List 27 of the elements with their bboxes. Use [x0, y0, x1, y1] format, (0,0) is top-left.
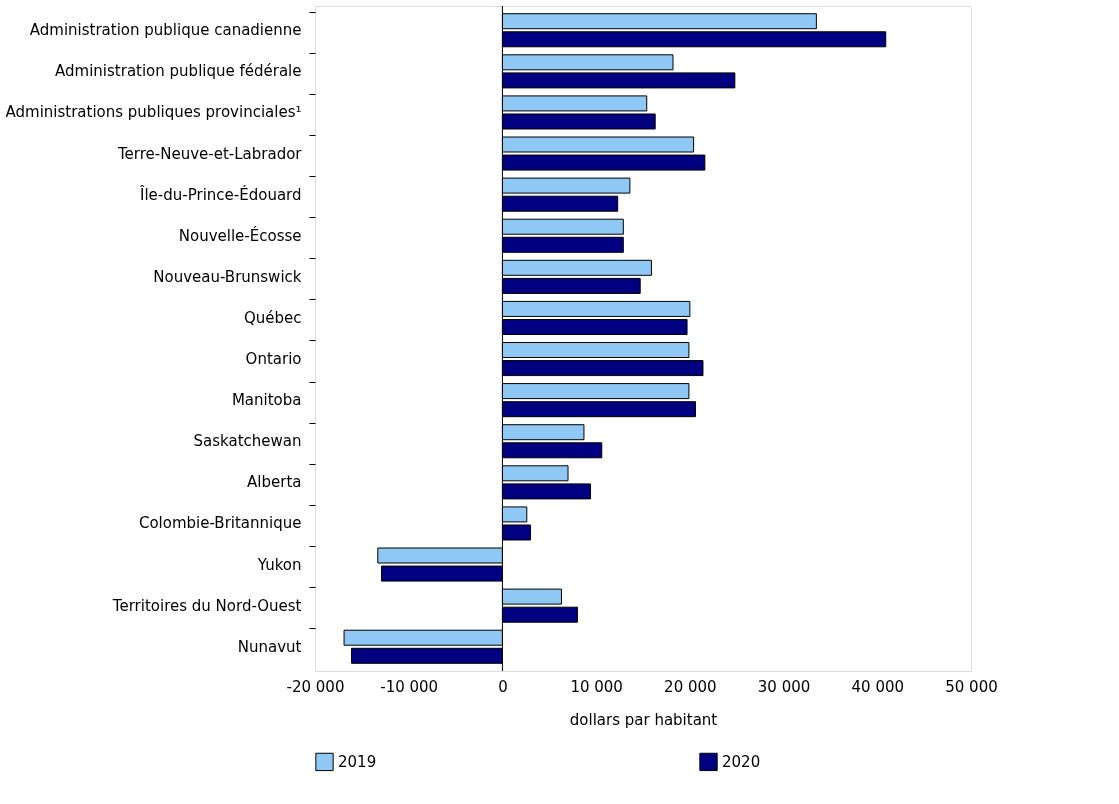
legend-label: 2020: [722, 752, 761, 771]
x-tick-label: 20 000: [664, 677, 717, 696]
y-tick-label: Administration publique fédérale: [55, 62, 302, 81]
legend-label: 2019: [338, 752, 377, 771]
y-tick-label: Québec: [243, 308, 302, 327]
y-tick-label: Administration publique canadienne: [29, 21, 302, 40]
x-tick-label: -20 000: [286, 677, 345, 696]
y-tick-label: Ontario: [245, 350, 302, 369]
x-axis-title: dollars par habitant: [569, 710, 718, 729]
y-tick-label: Territoires du Nord-Ouest: [111, 596, 302, 615]
y-tick-label: Nouvelle-Écosse: [178, 225, 302, 245]
x-tick-label: 40 000: [851, 677, 905, 696]
x-tick-label: 30 000: [757, 677, 811, 696]
y-tick-label: Manitoba: [231, 391, 302, 410]
y-tick-label: Yukon: [256, 555, 302, 574]
y-tick-label: Île-du-Prince-Édouard: [139, 184, 302, 204]
x-tick-label: 0: [498, 677, 508, 696]
y-tick-label: Colombie-Britannique: [138, 514, 302, 533]
y-tick-label: Alberta: [247, 473, 302, 492]
y-tick-label: Terre-Neuve-et-Labrador: [116, 144, 303, 163]
x-tick-label: 10 000: [570, 677, 623, 696]
y-tick-label: Saskatchewan: [193, 432, 302, 451]
y-tick-label: Nunavut: [237, 637, 302, 656]
y-tick-label: Administrations publiques provinciales¹: [5, 103, 302, 122]
y-tick-label: Nouveau-Brunswick: [153, 267, 302, 286]
x-tick-label: -10 000: [380, 677, 439, 696]
x-tick-label: 50 000: [945, 677, 998, 696]
